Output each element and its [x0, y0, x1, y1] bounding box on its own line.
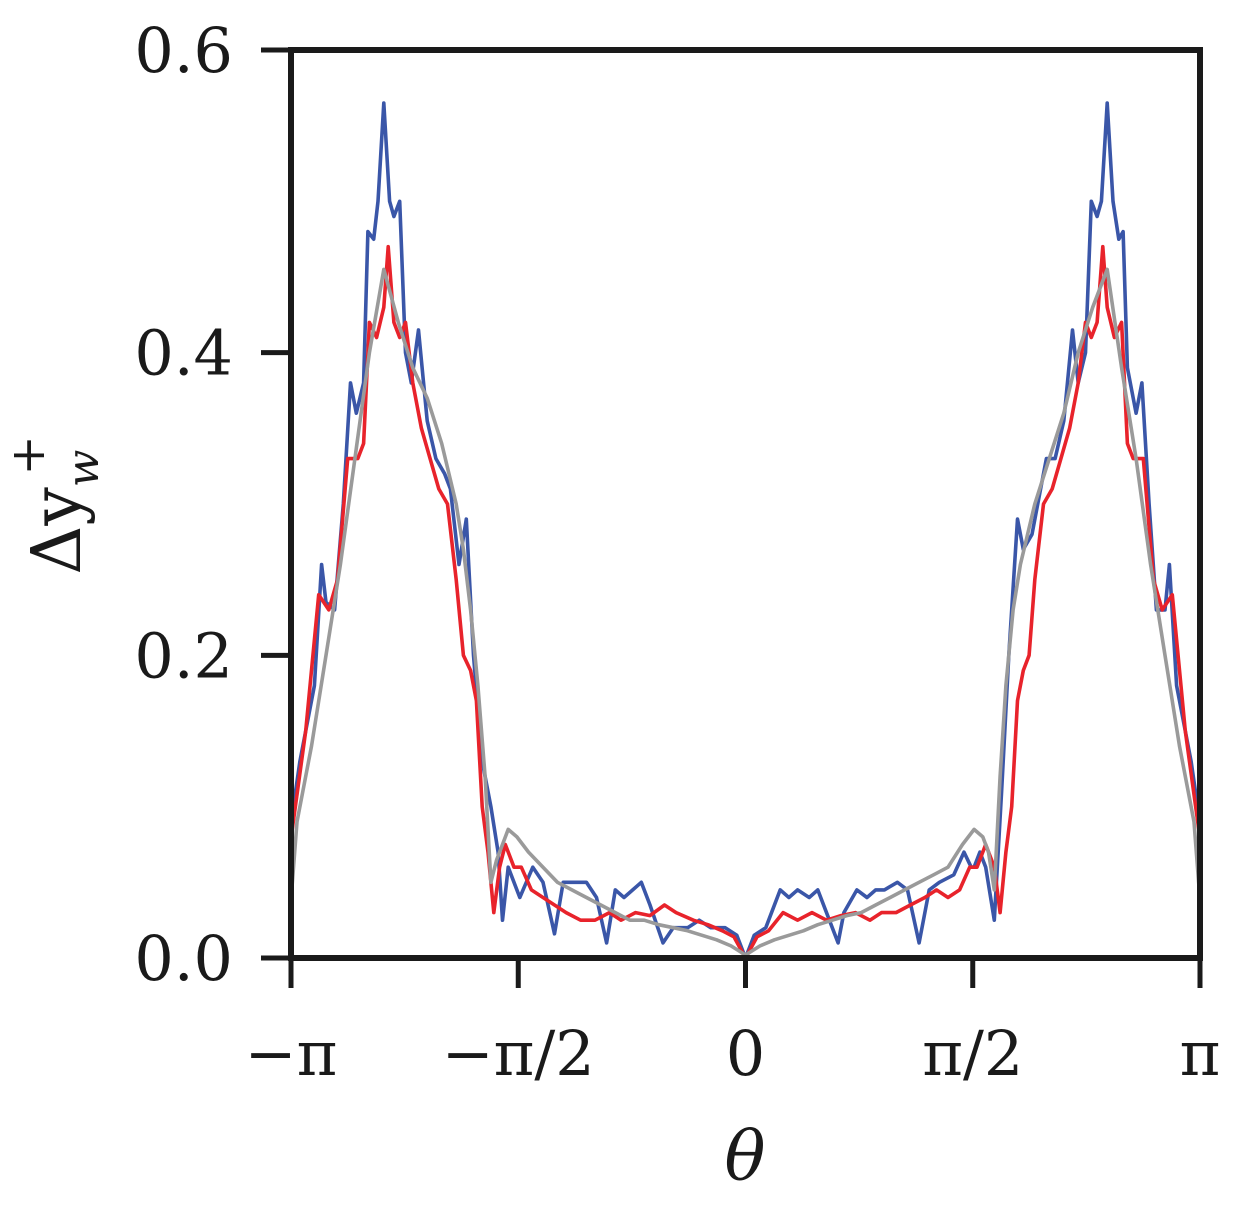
series-layer [289, 101, 1202, 960]
ticks-layer: −π −π/2 0 π/2 π 0.0 0.2 0.4 0.6 [134, 14, 1220, 1090]
series-line-2 [289, 244, 1202, 960]
x-tick-label-0: −π [245, 1017, 338, 1090]
y-tick-label-1: 0.2 [134, 619, 233, 692]
x-axis-label: θ [725, 1118, 766, 1197]
y-tick-label-2: 0.4 [134, 317, 233, 390]
x-tick-label-4: π [1180, 1017, 1221, 1090]
y-axis-label-sup: + [0, 435, 56, 475]
series-line-3 [289, 267, 1202, 957]
x-tick-label-2: 0 [726, 1017, 765, 1090]
y-axis-label-main: Δy [18, 487, 97, 575]
plot-frame [288, 47, 1203, 961]
y-axis-label: Δyw+ [0, 435, 109, 574]
series-line-1 [289, 101, 1202, 960]
y-tick-label-0: 0.0 [134, 922, 233, 995]
y-axis-label-sub: w [58, 450, 109, 488]
x-tick-label-3: π/2 [922, 1017, 1023, 1090]
y-tick-label-3: 0.6 [134, 14, 233, 87]
x-tick-label-1: −π/2 [442, 1017, 595, 1090]
